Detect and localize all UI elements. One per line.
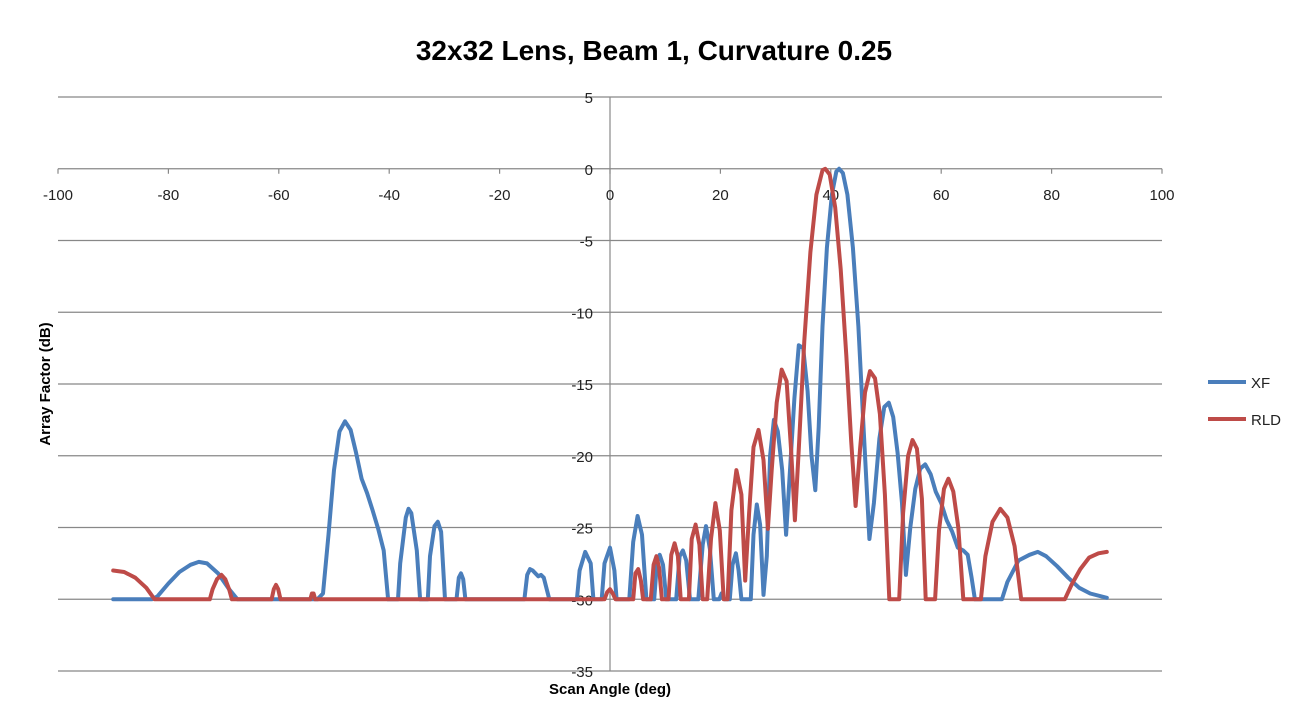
y-tick-labels: 50-5-10-15-20-25-30-35 bbox=[571, 90, 593, 681]
y-tick-label: -35 bbox=[571, 664, 593, 681]
x-tick-label: -60 bbox=[268, 187, 290, 204]
y-axis-label: Array Factor (dB) bbox=[37, 322, 54, 445]
x-tick-labels: -100 -80 -60 -40 -20 0 20 40 60 80 100 bbox=[43, 187, 1175, 204]
y-tick-label: -10 bbox=[571, 305, 593, 322]
x-tick-label: 80 bbox=[1043, 187, 1060, 204]
x-tick-label: 0 bbox=[606, 187, 614, 204]
x-tick-label: -20 bbox=[489, 187, 511, 204]
axes bbox=[57, 97, 1163, 671]
y-tick-label: 5 bbox=[585, 90, 593, 107]
legend: XF RLD bbox=[1208, 375, 1281, 429]
series-line-rld bbox=[111, 166, 1109, 602]
plot-area bbox=[111, 166, 1109, 602]
x-tick-label: 20 bbox=[712, 187, 729, 204]
y-tick-label: 0 bbox=[585, 162, 593, 179]
x-axis-label: Scan Angle (deg) bbox=[549, 681, 671, 698]
series-line-xf bbox=[111, 166, 1109, 602]
x-tick-label: -100 bbox=[43, 187, 73, 204]
x-tick-label: 100 bbox=[1149, 187, 1174, 204]
legend-label-rld: RLD bbox=[1251, 412, 1281, 429]
y-tick-label: -20 bbox=[571, 449, 593, 466]
y-tick-label: -5 bbox=[580, 234, 593, 251]
x-tick-label: -40 bbox=[378, 187, 400, 204]
y-tick-label: -15 bbox=[571, 377, 593, 394]
chart-title: 32x32 Lens, Beam 1, Curvature 0.25 bbox=[416, 35, 892, 66]
x-tick-label: -80 bbox=[158, 187, 180, 204]
y-tick-label: -25 bbox=[571, 521, 593, 538]
x-tick-label: 60 bbox=[933, 187, 950, 204]
legend-label-xf: XF bbox=[1251, 375, 1270, 392]
